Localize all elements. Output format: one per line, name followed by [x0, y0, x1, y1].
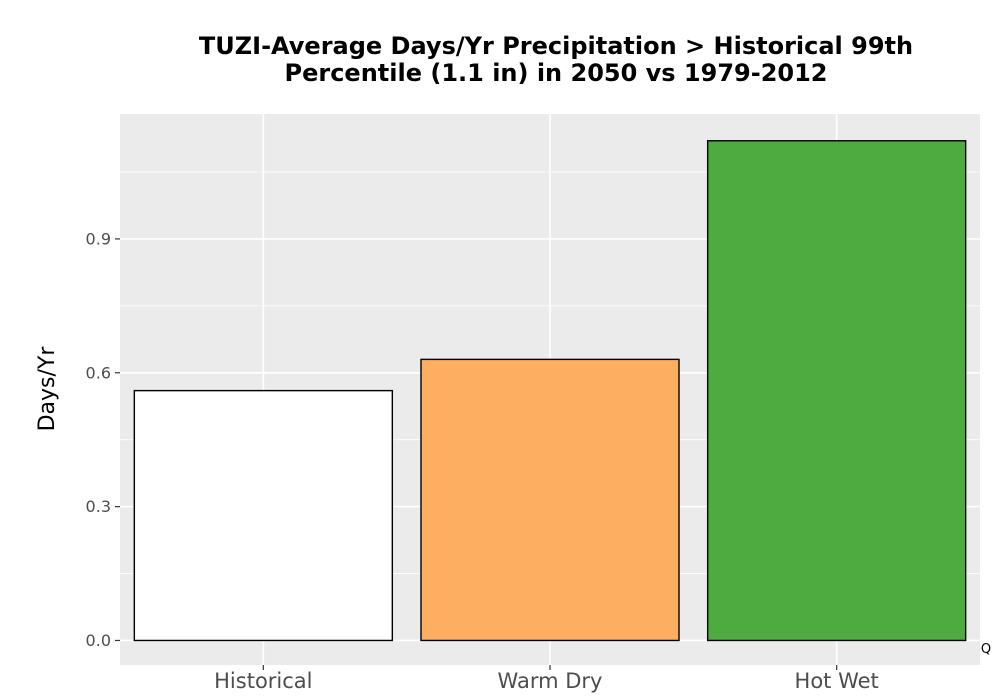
chart-title-line-1: TUZI-Average Days/Yr Precipitation > His…: [199, 32, 913, 60]
x-tick-label: Historical: [214, 669, 312, 693]
corner-mark-label: Q: [981, 642, 991, 657]
x-tick-label: Warm Dry: [498, 669, 603, 693]
bar-historical: [133, 389, 394, 642]
y-axis-label: Days/Yr: [35, 346, 60, 432]
bar-warm-dry: [420, 358, 680, 642]
y-tick-label: 0.9: [86, 229, 111, 248]
y-tick-label: 0.3: [86, 497, 111, 516]
bar-hot-wet: [706, 140, 967, 642]
chart-title-line-2: Percentile (1.1 in) in 2050 vs 1979-2012: [285, 59, 828, 87]
x-tick-label: Hot Wet: [795, 669, 879, 693]
y-tick-label: 0.0: [86, 631, 111, 650]
x-axis-ticks: Historical Warm Dry Hot Wet: [214, 665, 879, 693]
chart-title: TUZI-Average Days/Yr Precipitation > His…: [199, 32, 913, 87]
bars: [133, 140, 967, 642]
y-axis-ticks: 0.0 0.3 0.6 0.9: [86, 229, 120, 650]
y-tick-label: 0.6: [86, 363, 111, 382]
